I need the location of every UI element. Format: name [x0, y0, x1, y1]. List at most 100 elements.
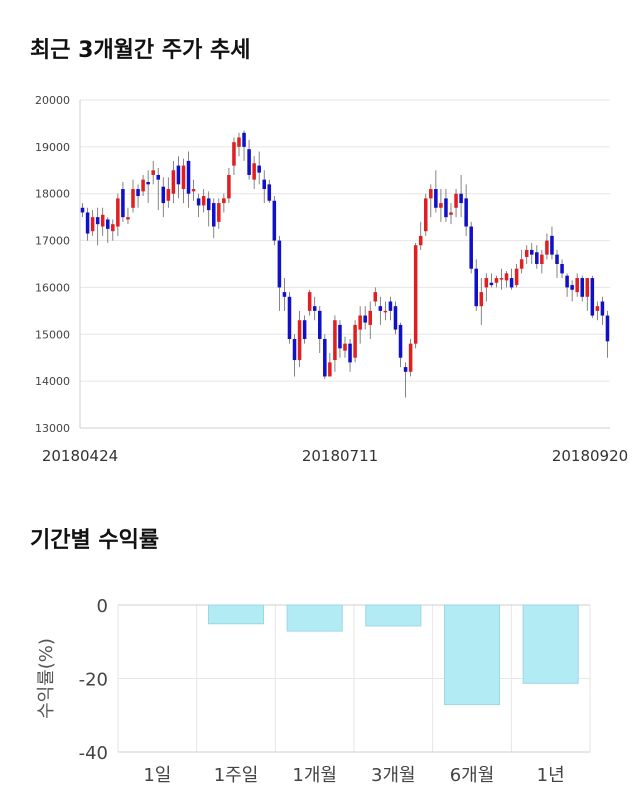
y-tick-label: 0: [97, 596, 108, 617]
candle-body: [252, 163, 256, 180]
candle-body: [90, 217, 95, 232]
candle-body: [388, 301, 393, 311]
candle-body: [348, 343, 352, 363]
candle-body: [171, 170, 176, 194]
candle-body: [434, 189, 438, 208]
candle-body: [95, 217, 100, 225]
y-tick-label: 17000: [35, 235, 70, 248]
y-tick-label: 20000: [35, 94, 70, 107]
candle-body: [247, 149, 251, 175]
candle-body: [408, 343, 413, 372]
y-tick-label: -20: [79, 670, 108, 691]
candle-body: [429, 189, 433, 199]
candle-body: [217, 203, 221, 222]
candle-body: [454, 193, 458, 208]
candle-body: [474, 268, 479, 307]
candle-body: [358, 315, 362, 330]
x-category-label: 1년: [537, 765, 565, 786]
candle-body: [136, 189, 140, 197]
candle-body: [338, 324, 342, 349]
candle-body: [464, 198, 468, 227]
return-bar: [286, 604, 343, 632]
x-tick-label: 20180424: [42, 447, 118, 465]
y-axis-label: 수익률(%): [36, 638, 57, 719]
candle-body: [323, 338, 327, 377]
candle-body: [131, 189, 135, 208]
candle-body: [343, 343, 347, 351]
candle-body: [550, 235, 554, 255]
candle-body: [156, 174, 161, 180]
candle-body: [333, 320, 337, 361]
x-category-label: 6개월: [450, 765, 495, 786]
candlestick-chart: 20000 19000 18000 17000 16000 15000 14000 13000…: [35, 94, 628, 465]
candle-body: [80, 207, 85, 213]
candle-body: [555, 254, 559, 264]
candle-body: [292, 338, 297, 361]
candle-body: [418, 235, 423, 246]
candle-body: [201, 196, 206, 206]
candle-body: [257, 165, 261, 173]
candle-body: [297, 320, 302, 361]
candle-body: [524, 249, 529, 257]
candle-body: [353, 324, 357, 358]
candle-body: [85, 212, 90, 234]
y-tick-label: 18000: [35, 188, 70, 201]
candle-body: [111, 224, 115, 232]
candle-body: [383, 310, 388, 313]
return-bar: [522, 604, 579, 684]
candle-body: [494, 278, 499, 283]
candle-body: [262, 179, 267, 190]
x-category-label: 1개월: [292, 765, 337, 786]
return-chart-title: 기간별 수익률: [30, 528, 160, 553]
candle-body: [373, 292, 378, 302]
candle-body: [166, 189, 171, 201]
candle-body: [444, 198, 448, 218]
return-bar: [207, 604, 265, 625]
candle-body: [590, 278, 595, 316]
candle-body: [413, 245, 418, 344]
candle-body: [595, 306, 600, 311]
candle-body: [535, 252, 539, 264]
candle-body: [227, 174, 231, 199]
return-bar: [365, 604, 422, 627]
candle-body: [565, 275, 569, 288]
candle-body: [116, 198, 120, 227]
candle-body: [499, 278, 504, 280]
candle-body: [146, 182, 150, 185]
candle-body: [529, 249, 534, 255]
candle-body: [540, 254, 544, 264]
candle-body: [126, 217, 130, 220]
y-tick-label: 14000: [35, 375, 70, 388]
candle-body: [449, 212, 453, 215]
candle-body: [484, 278, 489, 288]
candle-body: [575, 278, 579, 293]
candle-body: [312, 306, 317, 311]
candle-body: [605, 315, 610, 342]
candle-body: [393, 306, 398, 330]
candle-body: [176, 165, 181, 185]
candle-body: [100, 214, 105, 227]
candle-body: [105, 219, 110, 229]
candle-body: [237, 137, 241, 147]
candle-body: [267, 184, 272, 201]
candle-body: [186, 160, 191, 194]
candle-body: [161, 186, 166, 204]
candle-body: [151, 170, 155, 175]
candle-body: [302, 320, 307, 339]
return-bar: [443, 604, 501, 706]
candle-body: [570, 285, 574, 290]
y-tick-label: 15000: [35, 328, 70, 341]
candle-body: [398, 324, 403, 358]
candle-body: [560, 264, 564, 274]
candle-body: [141, 179, 145, 192]
x-category-label: 1주일: [214, 765, 259, 786]
candle-body: [504, 273, 509, 281]
candle-body: [378, 306, 383, 311]
x-tick-label: 20180711: [302, 447, 378, 465]
candle-body: [585, 278, 590, 297]
candle-body: [423, 198, 428, 232]
candle-body: [272, 200, 277, 241]
candle-body: [287, 296, 292, 339]
candle-body: [469, 226, 473, 269]
